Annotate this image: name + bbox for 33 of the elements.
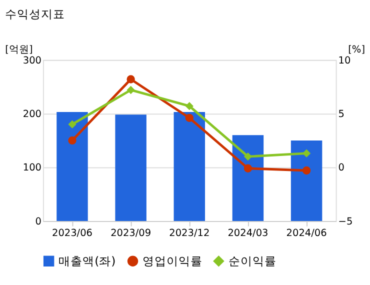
y2-tick-label: 5 <box>338 109 344 120</box>
y2-axis-title: [%] <box>348 44 366 56</box>
y-tick-label: 100 <box>22 162 42 174</box>
bar <box>56 112 88 221</box>
legend-label: 순이익률 <box>228 254 276 268</box>
point <box>126 86 135 94</box>
bar <box>290 140 322 221</box>
point <box>185 114 194 122</box>
y2-tick-label: 0 <box>338 162 344 174</box>
y2-tick-label: 10 <box>338 55 351 66</box>
x-tick-label: 2023/09 <box>110 228 152 240</box>
x-tick-label: 2024/06 <box>286 228 327 240</box>
legend-label: 영업이익률 <box>142 254 203 268</box>
x-tick-label: 2023/12 <box>169 228 210 240</box>
point <box>68 120 76 128</box>
point <box>302 166 311 175</box>
point <box>68 136 76 145</box>
y2-tick-label: −5 <box>338 216 353 228</box>
bar <box>232 135 264 221</box>
bar <box>115 114 146 221</box>
bar <box>174 112 206 221</box>
x-tick-label: 2023/06 <box>52 228 92 240</box>
y-tick-label: 300 <box>22 55 42 66</box>
point <box>126 75 135 84</box>
point <box>185 102 194 110</box>
y-axis-title: [억원] <box>5 44 33 56</box>
point <box>244 164 252 172</box>
y-tick-label: 200 <box>22 109 42 120</box>
x-tick-label: 2024/03 <box>228 228 268 240</box>
point <box>302 149 311 158</box>
y-tick-label: 0 <box>35 216 42 228</box>
chart-title: 수익성지표 <box>4 6 65 21</box>
legend-label: 매출액(좌) <box>58 254 116 268</box>
